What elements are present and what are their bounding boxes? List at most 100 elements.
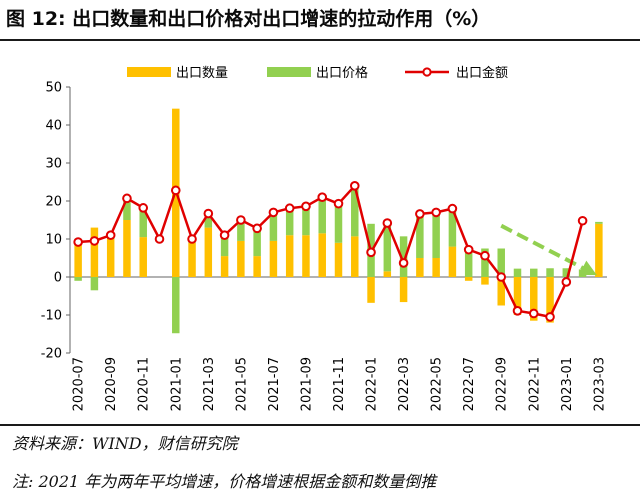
bar-quantity: [74, 239, 82, 277]
bar-price: [481, 248, 489, 277]
bar-price: [497, 248, 505, 277]
bar-price: [90, 277, 99, 291]
trend-arrow-head: [578, 260, 597, 276]
legend: 出口数量 出口价格 出口金额: [127, 65, 508, 81]
bar-price: [416, 213, 424, 258]
y-tick-label: 0: [54, 271, 62, 286]
bar-price: [595, 221, 603, 224]
bar-quantity: [318, 233, 326, 277]
bar-quantity: [399, 277, 408, 303]
bar-quantity: [139, 237, 147, 277]
legend-label-price: 出口价格: [316, 65, 368, 81]
bar-price: [220, 235, 229, 257]
x-tick-label: 2022-11: [527, 357, 542, 411]
legend-marker-amount: [422, 67, 432, 77]
x-tick-label: 2022-03: [397, 357, 412, 411]
x-tick-label: 2022-09: [495, 357, 510, 411]
bar-price: [530, 268, 538, 277]
x-tick-label: 2022-05: [430, 357, 445, 411]
amount-point: [480, 250, 490, 261]
bar-price: [318, 199, 326, 234]
bar-quantity: [497, 277, 505, 306]
figure-title: 图 12: 出口数量和出口价格对出口增速的拉动作用（%）: [6, 8, 491, 30]
y-tick-label: 40: [45, 119, 62, 134]
x-tick-label: 2021-03: [202, 357, 217, 411]
amount-point: [349, 181, 360, 191]
bar-price: [562, 268, 571, 277]
x-tick-label: 2021-07: [267, 357, 282, 411]
bar-price: [253, 229, 261, 257]
bar-price: [399, 236, 408, 277]
amount-point: [219, 230, 230, 240]
bar-price: [464, 247, 473, 277]
legend-swatch-quantity: [127, 67, 171, 77]
amount-point: [236, 215, 246, 225]
bar-quantity: [367, 277, 375, 303]
amount-point: [577, 215, 588, 226]
bars: [74, 108, 603, 334]
amount-point: [431, 207, 441, 218]
bar-price: [172, 277, 180, 334]
x-tick-label: 2021-11: [332, 357, 347, 411]
x-tick-label: 2020-09: [104, 357, 119, 411]
bar-quantity: [448, 246, 457, 277]
bar-quantity: [123, 220, 131, 277]
amount-point: [545, 312, 555, 322]
bar-quantity: [334, 242, 343, 277]
y-tick-label: 30: [45, 157, 62, 172]
x-tick-label: 2020-07: [72, 357, 87, 411]
bar-quantity: [237, 240, 245, 277]
bar-quantity: [204, 227, 213, 277]
y-tick-label: 50: [45, 81, 62, 96]
bottom-rule: [0, 424, 640, 426]
amount-series-line: [78, 184, 584, 319]
bar-price: [334, 202, 343, 243]
amount-point: [415, 209, 425, 219]
y-tick-label: 10: [45, 233, 62, 248]
bar-price: [74, 277, 82, 281]
trend-dashed-line: [500, 223, 590, 273]
bar-price: [139, 208, 147, 238]
bar-quantity: [269, 240, 278, 277]
amount-point: [317, 192, 328, 202]
bar-quantity: [220, 256, 229, 277]
amount-point: [105, 230, 116, 240]
bar-quantity: [106, 239, 115, 277]
amount-point: [203, 208, 214, 219]
y-tick-label: -20: [41, 347, 62, 362]
legend-label-amount: 出口金额: [456, 65, 508, 81]
top-rule: [0, 39, 640, 41]
bar-price: [204, 214, 213, 228]
bar-quantity: [595, 223, 603, 277]
bar-price: [123, 201, 131, 220]
amount-point: [528, 308, 539, 319]
amount-point: [561, 277, 572, 287]
bar-quantity: [432, 258, 440, 277]
bar-quantity: [546, 277, 554, 323]
amount-point: [284, 203, 295, 214]
bar-quantity: [481, 277, 489, 285]
legend-label-quantity: 出口数量: [176, 66, 228, 81]
amount-line: [73, 181, 588, 322]
amount-point: [252, 223, 262, 234]
bar-price: [448, 206, 457, 247]
amount-point: [170, 185, 181, 196]
amount-point: [496, 272, 507, 282]
amount-point: [512, 306, 523, 316]
title-bar: 图 12: 出口数量和出口价格对出口增速的拉动作用（%）: [0, 0, 640, 38]
bar-quantity: [302, 235, 310, 277]
bar-quantity: [285, 235, 294, 277]
bar-price: [513, 268, 522, 277]
bar-price: [383, 223, 392, 272]
bar-price: [237, 221, 245, 241]
bar-quantity: [90, 227, 99, 277]
y-tick-label: 20: [45, 195, 62, 210]
bar-quantity: [530, 277, 538, 321]
bar-price: [546, 268, 554, 277]
x-tick-label: 2020-11: [137, 357, 152, 411]
amount-point: [463, 244, 474, 255]
bar-quantity: [188, 242, 196, 277]
x-tick-label: 2023-01: [560, 357, 575, 411]
legend-swatch-price: [267, 67, 311, 77]
bar-price: [269, 212, 278, 241]
